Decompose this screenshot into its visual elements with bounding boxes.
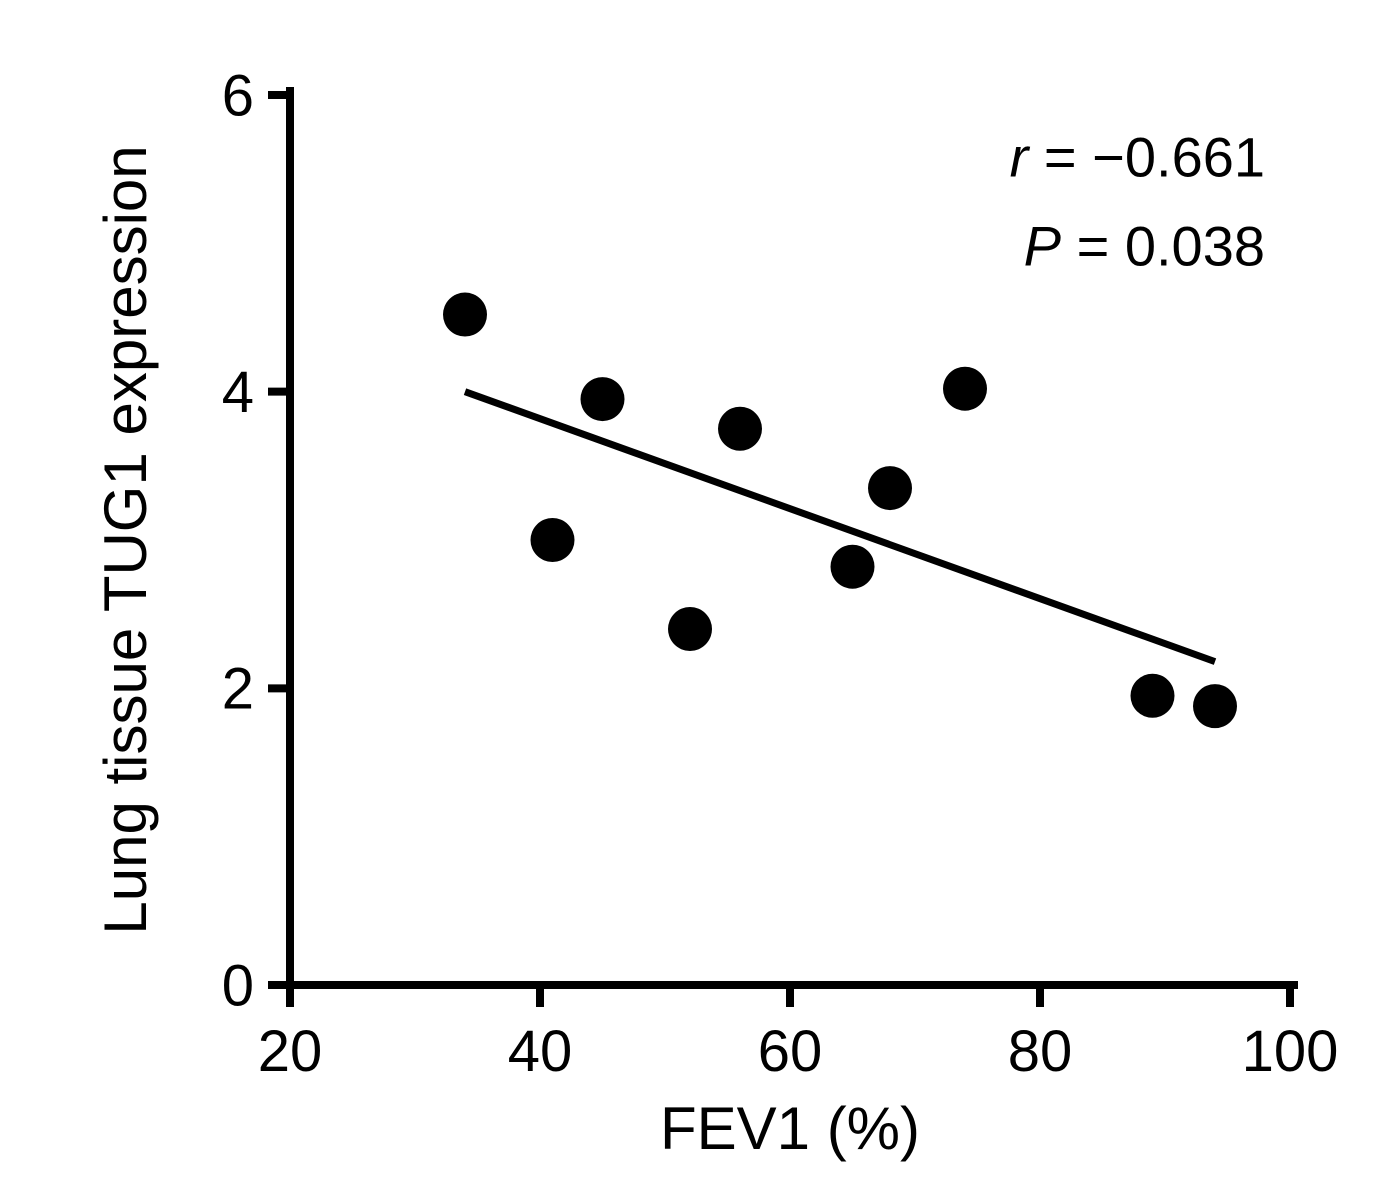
x-tick-label: 40 (508, 1019, 573, 1084)
x-tick-label: 60 (758, 1019, 823, 1084)
data-point (443, 293, 487, 337)
data-point (831, 545, 875, 589)
scatter-chart: 20 40 60 80 100 0 2 4 6 FEV1 (%) Lung tissue TUG1 … (0, 0, 1400, 1201)
data-point (718, 407, 762, 451)
data-point (1131, 674, 1175, 718)
x-tick-label: 80 (1008, 1019, 1073, 1084)
chart-svg: 20 40 60 80 100 0 2 4 6 FEV1 (%) Lung tissue TUG1 … (0, 0, 1400, 1201)
chart-annotation: r = −0.661 (1010, 126, 1265, 189)
data-point (531, 518, 575, 562)
data-point (581, 377, 625, 421)
y-tick-label: 0 (222, 953, 254, 1018)
x-axis-label: FEV1 (%) (660, 1095, 920, 1162)
x-tick-label: 20 (258, 1019, 323, 1084)
data-point (868, 466, 912, 510)
data-point (668, 607, 712, 651)
y-tick-label: 2 (222, 657, 254, 722)
y-tick-label: 4 (222, 360, 254, 425)
data-point (943, 367, 987, 411)
chart-annotation: P = 0.038 (1024, 215, 1265, 278)
y-tick-label: 6 (222, 63, 254, 128)
data-point (1193, 684, 1237, 728)
y-axis-label: Lung tissue TUG1 expression (92, 145, 159, 934)
x-tick-label: 100 (1242, 1019, 1339, 1084)
